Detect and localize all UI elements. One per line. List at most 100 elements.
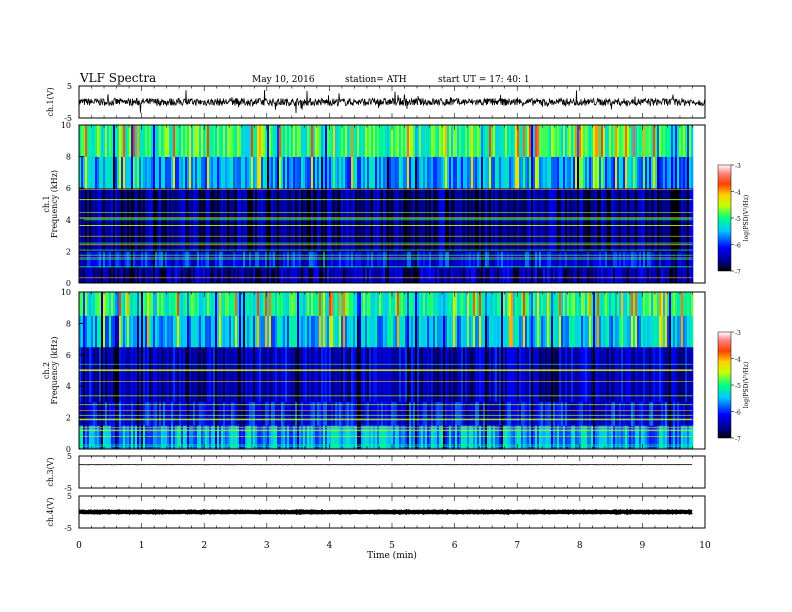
spec2-cell xyxy=(337,315,340,348)
spec2-cell xyxy=(673,346,676,403)
figure-date: May 10, 2016 xyxy=(252,75,315,85)
spec2-cell xyxy=(623,315,626,348)
spec2-cell xyxy=(385,315,388,348)
spec2-cell xyxy=(321,315,324,348)
spec1-cell xyxy=(271,267,274,284)
spec1-cell xyxy=(113,125,116,157)
spec2-cell xyxy=(301,292,304,316)
spec2-cell xyxy=(499,401,502,426)
spec1-cell xyxy=(681,156,684,189)
spec2-cell xyxy=(335,346,338,403)
spec1-cell xyxy=(447,267,450,284)
spec2-cell xyxy=(659,315,662,348)
ch1-trace xyxy=(78,89,706,114)
x-tick-label: 7 xyxy=(514,541,520,551)
spec1-cell xyxy=(673,156,676,189)
spec2-cell xyxy=(223,425,226,450)
spec2-cell xyxy=(269,346,272,403)
spec2-cell xyxy=(199,401,202,426)
spec2-cell xyxy=(373,346,376,403)
spec1-cell xyxy=(553,156,556,189)
spec2-cell xyxy=(181,315,184,348)
spec2-cell xyxy=(481,315,484,348)
spec2-cell xyxy=(161,401,164,426)
spec2-cell xyxy=(231,346,234,403)
spec2-cell xyxy=(561,292,564,316)
spec1-cell xyxy=(523,267,526,284)
ch4-voltage-panel: 5-5ch.4(V) xyxy=(46,492,706,533)
spec1-cell xyxy=(587,156,590,189)
spec2-cell xyxy=(407,315,410,348)
spec1-cell xyxy=(507,267,510,284)
spec1-ytick-label: 0 xyxy=(66,279,71,288)
spec1-cell xyxy=(93,156,96,189)
spec2-cell xyxy=(225,401,228,426)
spec2-cell xyxy=(445,401,448,426)
spec2-cell xyxy=(275,425,278,450)
spec1-cell xyxy=(249,125,252,157)
spec1-cell xyxy=(255,125,258,157)
spec1-cell xyxy=(495,267,498,284)
spec1-cell xyxy=(177,267,180,284)
spec1-cell xyxy=(247,267,250,284)
spec2-cell xyxy=(323,346,326,403)
spec2-cell xyxy=(451,401,454,426)
spec1-cell xyxy=(665,267,668,284)
spec2-cell xyxy=(363,315,366,348)
spec1-cell xyxy=(575,156,578,189)
spec1-cell xyxy=(551,267,554,284)
spec1-cell xyxy=(631,267,634,284)
spec1-cell xyxy=(475,156,478,189)
spec2-cell xyxy=(479,292,482,316)
spec2-cell xyxy=(271,425,274,450)
spec2-cell xyxy=(315,401,318,426)
spec2-cell xyxy=(377,346,380,403)
spec2-cell xyxy=(407,401,410,426)
spec2-cell xyxy=(591,425,594,450)
spec2-cell xyxy=(135,401,138,426)
spec2-cell xyxy=(373,401,376,426)
figure-start-time: start UT = 17: 40: 1 xyxy=(438,75,530,85)
spec2-cell xyxy=(519,292,522,316)
spec2-cell xyxy=(259,401,262,426)
spec2-cell xyxy=(519,401,522,426)
spec2-cell xyxy=(627,346,630,403)
spec1-cell xyxy=(545,156,548,189)
spec1-cell xyxy=(183,267,186,284)
spec2-cell xyxy=(223,401,226,426)
spec2-cell xyxy=(457,346,460,403)
spec2-cell xyxy=(197,346,200,403)
spec1-cell xyxy=(405,267,408,284)
spec2-cell xyxy=(487,346,490,403)
spec1-cell xyxy=(543,125,546,157)
spec2-cell xyxy=(229,401,232,426)
spec2-cell xyxy=(179,425,182,450)
spec1-cell xyxy=(351,125,354,157)
spec2-cell xyxy=(283,292,286,316)
spec1-cell xyxy=(85,156,88,189)
spec2-cell xyxy=(489,425,492,450)
spec2-cell xyxy=(111,346,114,403)
spec1-cell xyxy=(515,267,518,284)
spec1-cell xyxy=(325,267,328,284)
spec2-cell xyxy=(521,425,524,450)
spec2-cell xyxy=(565,401,568,426)
spec2-cell xyxy=(593,401,596,426)
spec1-cell xyxy=(525,267,528,284)
spec1-cell xyxy=(113,156,116,189)
spec2-cell xyxy=(569,425,572,450)
spec1-cell xyxy=(393,125,396,157)
spec2-cell xyxy=(449,292,452,316)
spec2-cell xyxy=(263,315,266,348)
spec2-cell xyxy=(153,346,156,403)
spec2-cell xyxy=(115,292,118,316)
spec2-cell xyxy=(653,401,656,426)
spec2-cell xyxy=(671,292,674,316)
spec2-cell xyxy=(225,346,228,403)
spec2-cell xyxy=(683,401,686,426)
spec1-cell xyxy=(283,156,286,189)
spec1-cell xyxy=(421,267,424,284)
spec1-cell xyxy=(621,125,624,157)
spec1-cell xyxy=(475,125,478,157)
spec1-cell xyxy=(499,156,502,189)
